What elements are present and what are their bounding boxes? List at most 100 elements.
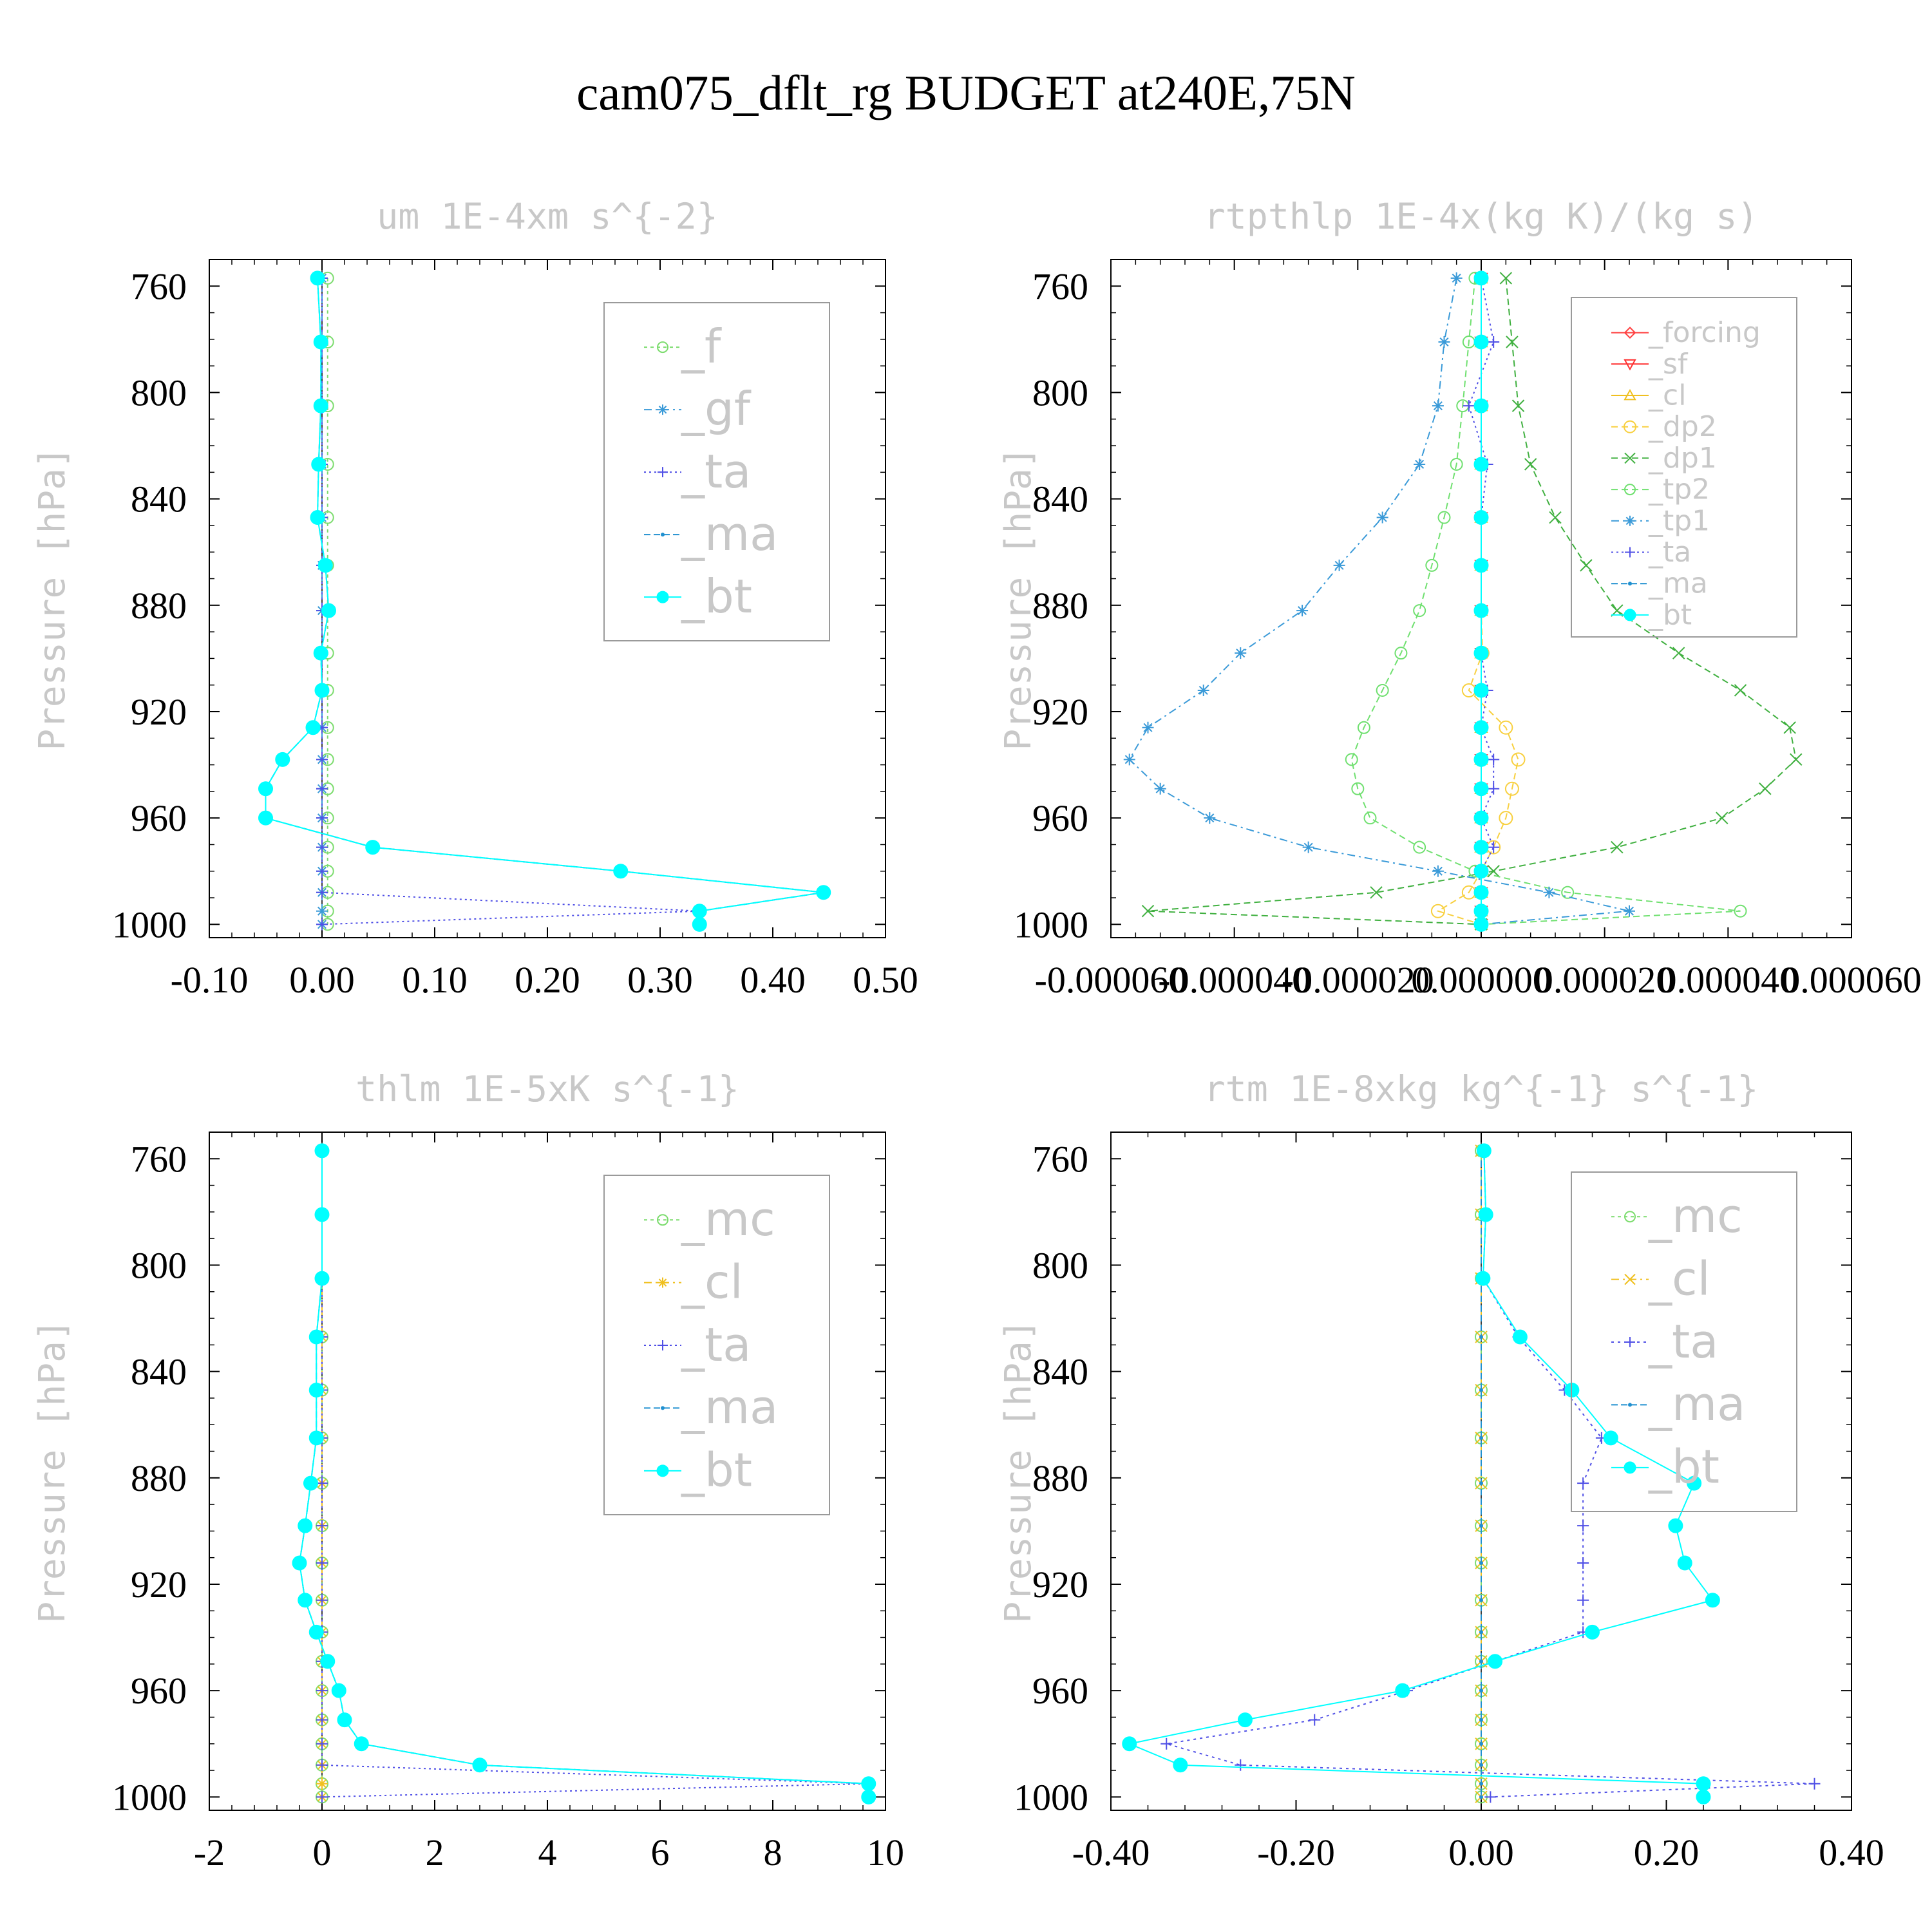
data-point bbox=[1473, 781, 1489, 797]
data-point bbox=[314, 1271, 330, 1286]
legend-item: _bt bbox=[644, 569, 752, 623]
data-point bbox=[1473, 398, 1489, 413]
x-tick-label: -0.40 bbox=[1072, 1832, 1150, 1873]
panel-title: rtm 1E-8xkg kg^{-1} s^{-1} bbox=[1204, 1068, 1759, 1110]
data-point bbox=[1394, 647, 1408, 660]
legend-item: _mc bbox=[644, 1192, 775, 1246]
x-tick-label: 0.20 bbox=[515, 959, 580, 1001]
y-tick-label: 1000 bbox=[1014, 904, 1088, 945]
data-point bbox=[1716, 811, 1728, 824]
legend-swatch-marker bbox=[658, 467, 668, 478]
legend-item: _cl bbox=[1611, 1251, 1710, 1305]
x-tick-label: 0.40 bbox=[1819, 1832, 1884, 1873]
y-tick-label: 760 bbox=[1032, 265, 1088, 307]
data-point bbox=[314, 1207, 330, 1222]
data-point bbox=[311, 457, 327, 472]
data-point bbox=[1577, 1520, 1589, 1532]
data-point bbox=[316, 753, 328, 766]
legend-label: _ta bbox=[681, 1318, 751, 1372]
legend-label: _dp1 bbox=[1648, 442, 1717, 475]
y-tick-label: 840 bbox=[1032, 478, 1088, 520]
data-point bbox=[1585, 1624, 1600, 1640]
legend-swatch-marker bbox=[1624, 1211, 1636, 1223]
legend-box bbox=[1571, 297, 1797, 638]
data-point bbox=[1141, 905, 1155, 918]
data-point bbox=[1759, 782, 1772, 795]
series-line bbox=[1148, 278, 1797, 925]
data-point bbox=[1479, 1334, 1483, 1339]
data-point bbox=[1479, 1689, 1483, 1693]
series-bt bbox=[292, 1143, 876, 1804]
data-point bbox=[316, 1520, 328, 1532]
legend-label: _ta bbox=[1648, 536, 1691, 569]
data-point bbox=[1624, 905, 1635, 917]
data-point bbox=[1473, 270, 1489, 286]
data-point bbox=[1237, 1712, 1253, 1728]
data-point bbox=[861, 1776, 876, 1792]
legend-box bbox=[1571, 1171, 1797, 1512]
data-point bbox=[1357, 721, 1370, 734]
x-tick-label: -0.000060 bbox=[1035, 959, 1188, 1001]
data-point bbox=[1677, 1555, 1692, 1571]
x-tick-label: 0.20 bbox=[1634, 1832, 1700, 1873]
data-point bbox=[1173, 1757, 1188, 1773]
data-point bbox=[1425, 558, 1439, 572]
rtm-budget-panel: rtm 1E-8xkg kg^{-1} s^{-1} Pressure [hPa]… bbox=[998, 1068, 1884, 1873]
data-point bbox=[1432, 865, 1444, 877]
series-dp1 bbox=[1141, 272, 1803, 931]
data-point bbox=[1473, 603, 1489, 618]
legend-box bbox=[603, 1175, 830, 1515]
y-tick-label: 800 bbox=[1032, 1244, 1088, 1286]
series-ta bbox=[316, 1144, 875, 1803]
figure-title: cam075_dflt_rg BUDGET at240E,75N bbox=[576, 65, 1356, 120]
data-point bbox=[1504, 781, 1519, 796]
data-point bbox=[1476, 1143, 1492, 1159]
data-point bbox=[331, 1683, 346, 1698]
legend-label: _tp2 bbox=[1648, 473, 1710, 506]
legend-swatch-marker bbox=[1624, 420, 1636, 433]
data-point bbox=[1197, 684, 1209, 696]
x-tick-label: -0.20 bbox=[1257, 1832, 1335, 1873]
plot-frame bbox=[209, 1132, 886, 1811]
legend-label: _sf bbox=[1648, 348, 1689, 381]
data-point bbox=[308, 1624, 324, 1640]
data-point bbox=[1473, 683, 1489, 698]
x-tick-label: 0.10 bbox=[402, 959, 468, 1001]
data-point bbox=[1668, 1518, 1683, 1533]
data-point bbox=[1345, 753, 1358, 766]
data-point bbox=[1463, 400, 1475, 412]
data-point bbox=[1235, 1759, 1247, 1771]
legend-item: _ma bbox=[1611, 567, 1708, 600]
legend-label: _cl bbox=[681, 1255, 743, 1309]
data-point bbox=[316, 1685, 328, 1697]
data-point bbox=[1479, 1659, 1483, 1663]
legend-item: _ta bbox=[644, 1318, 751, 1372]
series-line bbox=[321, 278, 700, 925]
x-tick-label: 0 bbox=[313, 1832, 332, 1873]
legend-swatch-marker bbox=[1624, 359, 1636, 371]
data-point bbox=[1479, 1524, 1483, 1528]
y-tick-label: 1000 bbox=[112, 1776, 187, 1818]
data-point bbox=[1473, 904, 1489, 919]
data-point bbox=[1235, 647, 1247, 659]
data-point bbox=[1376, 511, 1388, 524]
data-point bbox=[298, 1593, 313, 1608]
y-tick-label: 920 bbox=[131, 691, 187, 733]
legend-item: _cl bbox=[1611, 379, 1686, 412]
data-point bbox=[1302, 841, 1314, 853]
data-point bbox=[1479, 1630, 1483, 1634]
legend-label: _ma bbox=[1648, 567, 1708, 600]
legend-swatch-marker bbox=[658, 404, 668, 415]
legend-item: _dp1 bbox=[1611, 442, 1717, 475]
legend-swatch-marker bbox=[1624, 452, 1636, 464]
legend-swatch-marker bbox=[661, 533, 665, 537]
legend-swatch-marker bbox=[1625, 1337, 1635, 1348]
data-point bbox=[1479, 1435, 1483, 1440]
data-point bbox=[316, 812, 328, 824]
legend-label: _bt bbox=[1648, 598, 1692, 631]
data-point bbox=[1122, 1736, 1137, 1752]
data-point bbox=[1488, 841, 1500, 853]
legend-item: _bt bbox=[1611, 598, 1692, 631]
data-point bbox=[1488, 1654, 1503, 1669]
data-point bbox=[1479, 1741, 1483, 1746]
